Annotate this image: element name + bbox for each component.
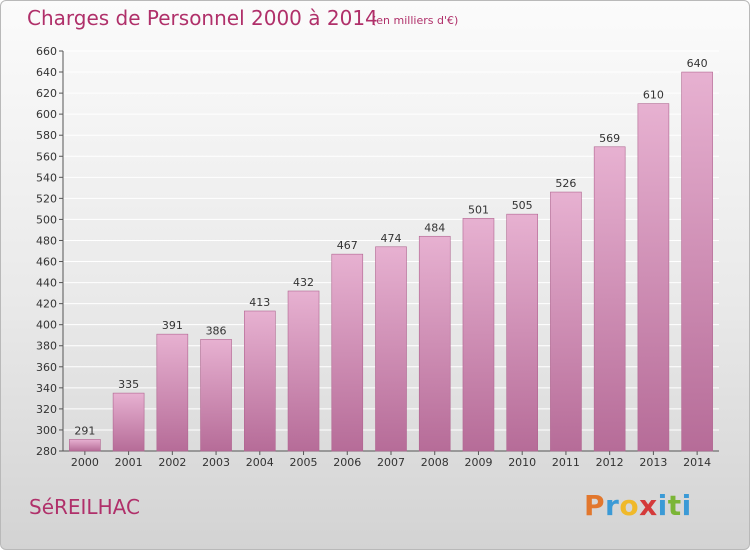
- x-tick-label-2011: 2011: [552, 456, 580, 469]
- bar-2005: [287, 290, 320, 452]
- x-tick-label-2002: 2002: [158, 456, 186, 469]
- x-tick-label-2014: 2014: [683, 456, 711, 469]
- y-tick-label: 420: [36, 298, 57, 311]
- bar-2013: [637, 103, 670, 452]
- value-label-2004: 413: [249, 296, 270, 309]
- y-tick-label: 400: [36, 319, 57, 332]
- x-tick-label-2003: 2003: [202, 456, 230, 469]
- x-tick-label-2010: 2010: [508, 456, 536, 469]
- y-tick-label: 360: [36, 361, 57, 374]
- value-label-2011: 526: [555, 177, 576, 190]
- y-tick-label: 640: [36, 66, 57, 79]
- logo-letter: t: [667, 489, 682, 522]
- y-tick-label: 560: [36, 150, 57, 163]
- x-tick-label-2008: 2008: [421, 456, 449, 469]
- chart-title: Charges de Personnel 2000 à 2014: [27, 6, 378, 30]
- bar-2000: [69, 439, 101, 452]
- y-tick-label: 320: [36, 403, 57, 416]
- bar-2003: [200, 339, 232, 452]
- labels: 280 300 320 340 360 380 400 420 440 460 480 500 520 5…: [36, 45, 711, 469]
- value-label-2010: 505: [512, 199, 533, 212]
- x-tick-label-2007: 2007: [377, 456, 405, 469]
- bar-2001: [112, 392, 145, 452]
- x-tick-label-2009: 2009: [464, 456, 492, 469]
- value-label-2007: 474: [381, 232, 402, 245]
- proxiti-logo[interactable]: Proxiti: [584, 489, 692, 522]
- value-label-2003: 386: [206, 324, 227, 337]
- value-label-2005: 432: [293, 276, 314, 289]
- y-tick-label: 300: [36, 424, 57, 437]
- bar-2002: [156, 333, 189, 452]
- value-label-2009: 501: [468, 203, 489, 216]
- logo-letter: o: [619, 489, 640, 522]
- value-label-2008: 484: [424, 221, 445, 234]
- bar-2014: [681, 71, 713, 452]
- bar-2006: [331, 253, 364, 452]
- logo-letter: i: [657, 489, 668, 522]
- y-tick-label: 480: [36, 234, 57, 247]
- y-tick-label: 600: [36, 108, 57, 121]
- y-tick-label: 660: [36, 45, 57, 58]
- y-tick-label: 340: [36, 382, 57, 395]
- y-tick-label: 280: [36, 445, 57, 458]
- chart-unit: (en milliers d'€): [372, 14, 459, 27]
- y-tick-label: 620: [36, 87, 57, 100]
- value-label-2013: 610: [643, 89, 664, 102]
- commune-name: SéREILHAC: [29, 495, 140, 519]
- y-tick-label: 380: [36, 340, 57, 353]
- x-tick-label-2013: 2013: [639, 456, 667, 469]
- logo-letter: r: [605, 489, 620, 522]
- x-tick-label-2005: 2005: [290, 456, 318, 469]
- value-label-2001: 335: [118, 378, 139, 391]
- x-tick-label-2001: 2001: [115, 456, 143, 469]
- value-label-2012: 569: [599, 132, 620, 145]
- bar-2004: [244, 310, 276, 452]
- value-label-2014: 640: [687, 57, 708, 70]
- x-tick-label-2006: 2006: [333, 456, 361, 469]
- x-tick-label-2004: 2004: [246, 456, 274, 469]
- x-tick-label-2012: 2012: [596, 456, 624, 469]
- value-label-2002: 391: [162, 319, 183, 332]
- bar-2011: [550, 191, 582, 452]
- y-tick-label: 500: [36, 213, 57, 226]
- y-tick-label: 540: [36, 171, 57, 184]
- bars: [69, 71, 713, 452]
- logo-letter: i: [681, 489, 692, 522]
- logo-letter: x: [639, 489, 658, 522]
- x-tick-label-2000: 2000: [71, 456, 99, 469]
- y-tick-label: 580: [36, 129, 57, 142]
- value-label-2000: 291: [74, 424, 95, 437]
- logo-letter: P: [584, 489, 606, 522]
- bar-2010: [506, 213, 539, 452]
- y-tick-label: 520: [36, 192, 57, 205]
- bar-2007: [375, 246, 407, 452]
- y-tick-label: 460: [36, 256, 57, 269]
- bar-2009: [462, 218, 495, 452]
- bar-2012: [593, 146, 626, 452]
- y-tick-label: 440: [36, 277, 57, 290]
- value-label-2006: 467: [337, 239, 358, 252]
- bar-2008: [418, 235, 451, 452]
